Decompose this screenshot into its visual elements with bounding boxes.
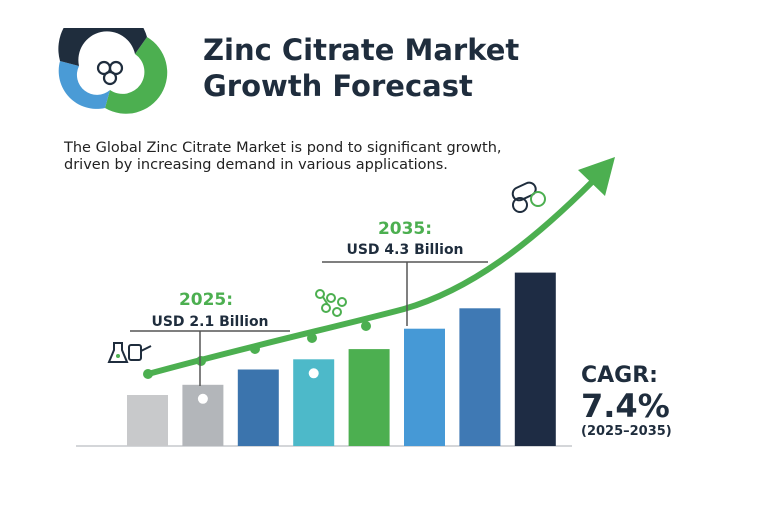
trend-arrow-head: [578, 157, 615, 196]
bar-group: [127, 272, 556, 446]
bar-marker-dot: [308, 368, 319, 379]
molecule-icon: [315, 289, 347, 317]
intro-text: The Global Zinc Citrate Market is pond t…: [64, 140, 502, 173]
bar-1: [127, 395, 168, 446]
logo-segment-navy: [58, 28, 147, 66]
bar-8: [514, 272, 556, 446]
cagr-value: 7.4%: [581, 387, 670, 425]
bar-7: [459, 308, 501, 446]
trend-marker: [143, 369, 153, 379]
trend-marker: [250, 344, 260, 354]
annotation-2025-year: 2025:: [179, 290, 233, 310]
trend-line: [145, 179, 595, 377]
cagr-label: CAGR:: [581, 363, 658, 388]
annotation-2025-value: USD 2.1 Billion: [151, 314, 268, 330]
page-title: Zinc Citrate Market Growth Forecast: [203, 32, 519, 104]
bar-5: [348, 349, 390, 446]
bar-3: [237, 369, 279, 446]
cagr-callout: CAGR: 7.4% (2025–2035): [581, 364, 672, 440]
logo-segment-green: [105, 37, 168, 114]
logo-segment-blue: [58, 61, 110, 109]
bar-6: [404, 328, 445, 446]
donut-chart-logo-icon: [58, 28, 168, 114]
logo-dot: [108, 60, 124, 76]
title-line-1: Zinc Citrate Market: [203, 33, 520, 67]
trend-marker: [361, 321, 371, 331]
logo-dot: [102, 70, 118, 86]
capsule-pills-icon: [511, 181, 546, 213]
title-line-2: Growth Forecast: [203, 69, 473, 103]
annotation-2035-year: 2035:: [378, 219, 432, 239]
trend-marker: [307, 333, 317, 343]
flask-beakers-icon: [107, 342, 152, 363]
annotation-2035-value: USD 4.3 Billion: [346, 242, 463, 258]
trend-marker: [196, 356, 206, 366]
bar-marker-dot: [197, 393, 208, 404]
cagr-range: (2025–2035): [581, 424, 672, 439]
